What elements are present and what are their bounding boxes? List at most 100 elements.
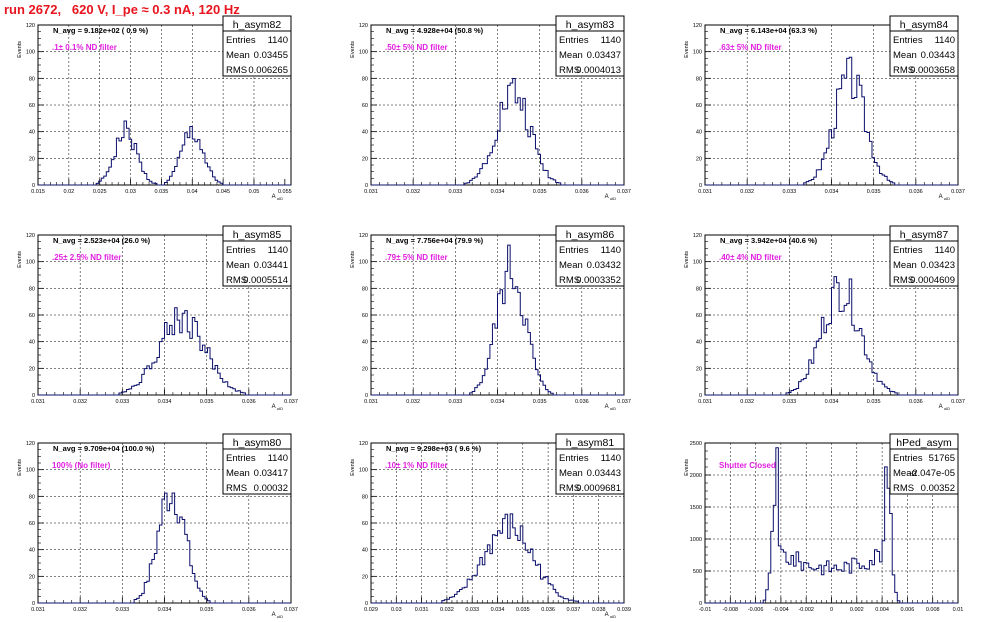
- y-tick-label: 80: [696, 286, 702, 292]
- y-tick-label: 20: [696, 366, 702, 372]
- x-tick-label: -0.01: [699, 607, 712, 613]
- y-tick-label: 80: [29, 76, 35, 82]
- stats-box-frame: [889, 225, 959, 287]
- stats-value: 0.03417: [254, 468, 288, 479]
- histogram-panel-h_asym86: 0 20 40 60 80 100 120 0.031 0.032 0.033 0.034 0.035…: [350, 225, 631, 411]
- histogram-series: [705, 447, 958, 604]
- x-tick-label: 0.045: [216, 189, 230, 195]
- x-tick-label: 0.033: [782, 189, 796, 195]
- histogram-series: [38, 120, 291, 186]
- stats-value: 1140: [268, 453, 288, 464]
- x-tick-label: 0.036: [541, 607, 555, 613]
- stats-label: RMS: [559, 65, 580, 76]
- stats-value: 0.006265: [248, 65, 288, 76]
- x-tick-label: -0.006: [748, 607, 764, 613]
- x-tick-label: 0.031: [364, 399, 378, 405]
- x-tick-label: 0.035: [867, 189, 881, 195]
- y-tick-label: 80: [362, 76, 368, 82]
- y-tick-label: 20: [362, 366, 368, 372]
- stats-value: 1140: [935, 35, 955, 46]
- x-tick-label: 0.031: [698, 189, 712, 195]
- stats-label: Mean: [226, 50, 250, 61]
- histogram-panel-h_asym83: 0 20 40 60 80 100 120 0.031 0.032 0.033 0.034 0.035…: [350, 15, 631, 201]
- y-tick-label: 40: [696, 340, 702, 346]
- stats-value: 0.0003352: [576, 275, 621, 286]
- filter-label: .63± 5% ND filter: [719, 43, 782, 52]
- x-tick-label: 0.034: [491, 399, 505, 405]
- histogram-panel-h_asym80: 0 20 40 60 80 100 120 0.031 0.032 0.033 0.034 0.035…: [17, 433, 298, 619]
- histogram-panel-h_asym82: 0 20 40 60 80 100 120 0.015 0.02 0.025 0.03 0.035 0.…: [17, 15, 292, 201]
- stats-box-frame: [555, 433, 625, 495]
- stats-box-title: h_asym87: [900, 229, 949, 241]
- x-tick-label: 0.03: [125, 189, 136, 195]
- y-tick-label: 2500: [690, 441, 702, 447]
- y-tick-label: 80: [362, 494, 368, 500]
- stats-box: h_asym87 Entries 1140 Mean 0.03423 RMS0.00046…: [889, 225, 959, 287]
- stats-label: Entries: [893, 245, 923, 256]
- stats-box-title: h_asym86: [566, 229, 615, 241]
- navg-annotation: N_avg = 9.298e+03 ( 9.6 %): [386, 444, 482, 453]
- x-tick-label: 0.037: [284, 399, 298, 405]
- y-tick-label: 20: [29, 156, 35, 162]
- navg-annotation: N_avg = 4.928e+04 (50.8 %): [386, 26, 484, 35]
- y-tick-label: 20: [362, 156, 368, 162]
- y-tick-label: 60: [29, 313, 35, 319]
- y-tick-label: 40: [29, 548, 35, 554]
- y-tick-label: 0: [32, 601, 35, 607]
- y-axis-label: Events: [17, 459, 23, 476]
- navg-annotation: N_avg = 6.143e+04 (63.3 %): [720, 26, 818, 35]
- stats-value: 1140: [268, 35, 288, 46]
- stats-label: Mean: [559, 468, 583, 479]
- x-tick-label: 0.032: [740, 189, 754, 195]
- x-tick-label: 0.03: [391, 607, 402, 613]
- stats-value: 0.0004609: [910, 275, 955, 286]
- stats-label: Entries: [226, 245, 256, 256]
- stats-value: 0.03443: [587, 468, 621, 479]
- x-tick-label: 0.036: [242, 607, 256, 613]
- stats-value: 0.0005514: [243, 275, 288, 286]
- filter-label: .10± 1% ND filter: [385, 461, 448, 470]
- histogram-series: [371, 77, 624, 186]
- stats-box: h_asym83 Entries 1140 Mean 0.03437 RMS0.00040…: [555, 15, 625, 77]
- y-tick-label: 40: [29, 130, 35, 136]
- stats-label: Entries: [559, 453, 589, 464]
- stats-value: 0.00032: [254, 483, 288, 494]
- y-tick-label: 120: [26, 441, 35, 447]
- stats-label: RMS: [893, 65, 914, 76]
- y-tick-label: 40: [362, 130, 368, 136]
- stats-label: Mean: [226, 260, 250, 271]
- y-tick-label: 120: [693, 233, 702, 239]
- stats-box: h_asym81 Entries 1140 Mean 0.03443 RMS0.00096…: [555, 433, 625, 495]
- x-tick-label: 0.032: [406, 189, 420, 195]
- y-tick-label: 20: [362, 574, 368, 580]
- x-tick-label: 0.006: [901, 607, 915, 613]
- filter-label: Shutter Closed: [719, 461, 776, 470]
- x-tick-label: 0.034: [825, 189, 839, 195]
- y-tick-label: 60: [29, 521, 35, 527]
- y-tick-label: 500: [693, 569, 702, 575]
- x-tick-label: 0.036: [909, 399, 923, 405]
- x-tick-label: 0.033: [465, 607, 479, 613]
- y-tick-label: 40: [362, 548, 368, 554]
- x-tick-label: 0.032: [73, 399, 87, 405]
- stats-label: Mean: [893, 260, 917, 271]
- x-tick-label: 0.033: [115, 607, 129, 613]
- stats-label: Mean: [559, 50, 583, 61]
- stats-label: RMS: [226, 65, 247, 76]
- y-tick-label: 0: [699, 393, 702, 399]
- x-tick-label: 0.035: [516, 607, 530, 613]
- y-tick-label: 60: [696, 313, 702, 319]
- stats-box-frame: [555, 15, 625, 77]
- y-tick-label: 80: [696, 76, 702, 82]
- y-tick-label: 100: [693, 260, 702, 266]
- y-axis-label: Events: [350, 251, 356, 268]
- x-tick-label: 0.035: [533, 399, 547, 405]
- y-tick-label: 60: [29, 103, 35, 109]
- y-tick-label: 0: [32, 393, 35, 399]
- stats-box: h_asym85 Entries 1140 Mean 0.03441 RMS0.00055…: [222, 225, 292, 287]
- stats-label: Entries: [893, 35, 923, 46]
- stats-box-frame: [222, 15, 292, 77]
- stats-label: RMS: [893, 483, 914, 494]
- stats-value: 0.03441: [254, 260, 288, 271]
- y-tick-label: 0: [365, 601, 368, 607]
